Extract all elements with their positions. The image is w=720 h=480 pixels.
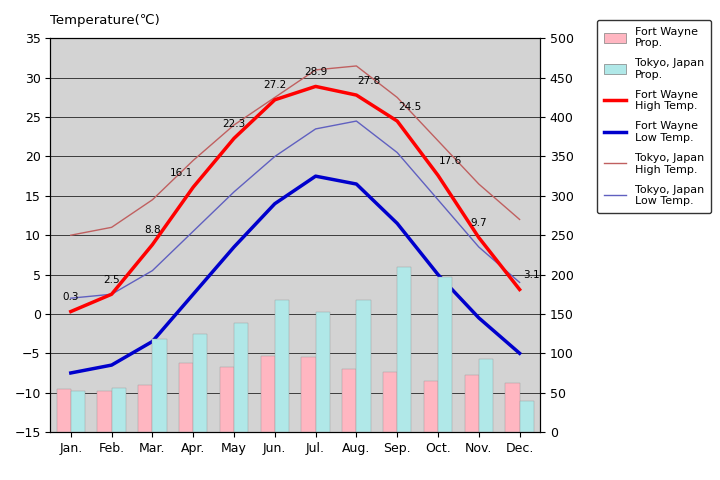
Bar [193,334,207,432]
Bar [302,357,315,432]
Bar [342,369,356,432]
Text: 17.6: 17.6 [438,156,462,166]
Bar [179,363,193,432]
Bar [112,388,126,432]
Bar [438,277,452,432]
Bar [57,389,71,432]
Legend: Fort Wayne
Prop., Tokyo, Japan
Prop., Fort Wayne
High Temp., Fort Wayne
Low Temp: Fort Wayne Prop., Tokyo, Japan Prop., Fo… [597,20,711,213]
Text: 9.7: 9.7 [470,218,487,228]
Bar [153,339,166,432]
Text: 2.5: 2.5 [103,275,120,285]
Bar [275,300,289,432]
Bar [71,391,85,432]
Text: 27.8: 27.8 [357,76,380,85]
Text: 28.9: 28.9 [304,67,327,77]
Bar [505,383,520,432]
Bar [356,300,371,432]
Bar [520,400,534,432]
Text: 8.8: 8.8 [144,225,161,235]
Bar [138,385,153,432]
Bar [97,391,112,432]
Text: 0.3: 0.3 [63,292,79,302]
Text: 27.2: 27.2 [264,80,287,90]
Text: Temperature(℃): Temperature(℃) [50,13,160,26]
Text: 3.1: 3.1 [523,270,540,280]
Bar [261,357,275,432]
Bar [397,267,412,432]
Bar [479,359,493,432]
Bar [220,367,234,432]
Bar [423,381,438,432]
Text: 22.3: 22.3 [222,119,246,129]
Bar [234,324,248,432]
Text: 24.5: 24.5 [398,102,421,112]
Bar [383,372,397,432]
Bar [464,375,479,432]
Bar [315,312,330,432]
Text: 16.1: 16.1 [169,168,192,178]
